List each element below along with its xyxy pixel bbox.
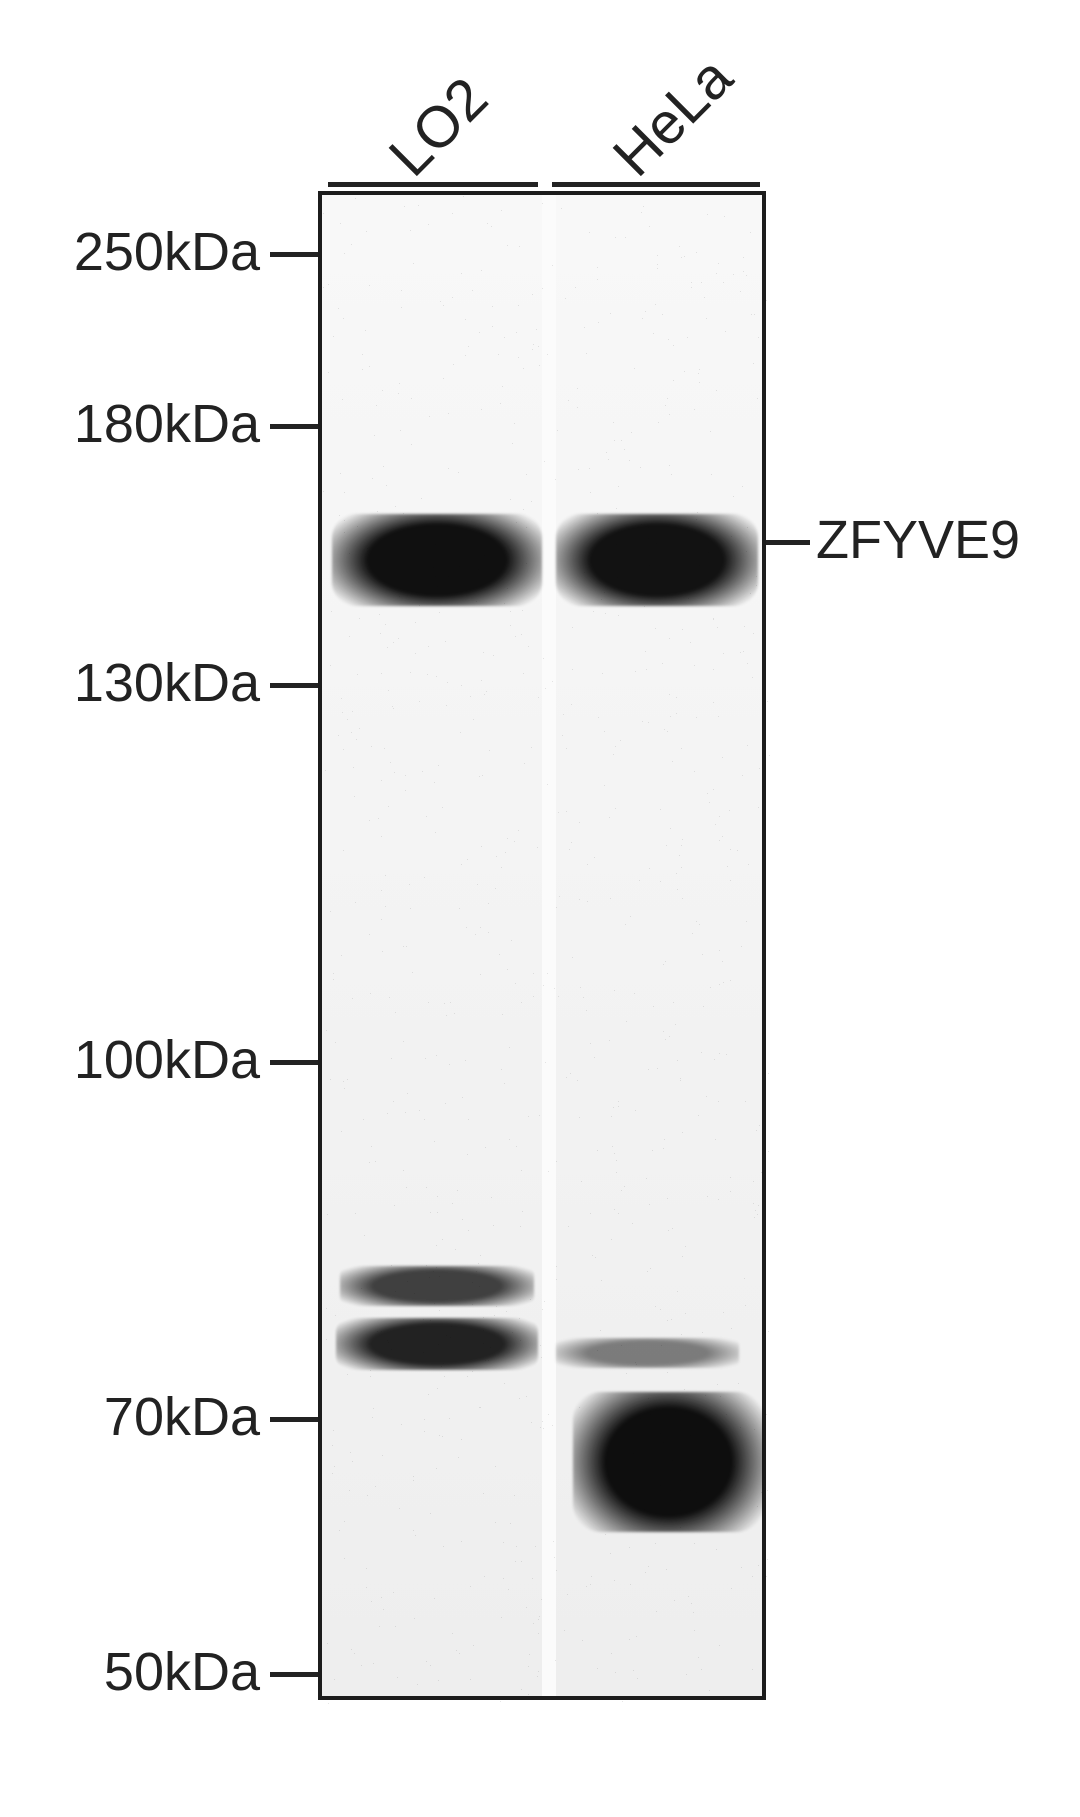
- lane-underline-hela: [552, 182, 760, 187]
- mw-marker-tick: [270, 683, 318, 688]
- blot-membrane-frame: [318, 191, 766, 1700]
- mw-marker-tick: [270, 1672, 318, 1677]
- mw-marker-tick: [270, 1060, 318, 1065]
- lane-label-hela: HeLa: [600, 44, 745, 189]
- band-lo2: [332, 514, 542, 606]
- band-hela: [573, 1392, 764, 1532]
- mw-marker-tick: [270, 424, 318, 429]
- band-lo2: [340, 1266, 533, 1306]
- band-lo2: [336, 1318, 538, 1370]
- mw-marker-label: 250kDa: [74, 221, 260, 283]
- mw-marker-label: 180kDa: [74, 393, 260, 455]
- band-hela: [556, 1338, 739, 1368]
- mw-marker-tick: [270, 1417, 318, 1422]
- lane-underline-lo2: [328, 182, 538, 187]
- mw-marker-label: 130kDa: [74, 652, 260, 714]
- mw-marker-label: 100kDa: [74, 1029, 260, 1091]
- lane-gap: [542, 195, 556, 1696]
- mw-marker-label: 70kDa: [104, 1386, 260, 1448]
- mw-marker-tick: [270, 252, 318, 257]
- western-blot-figure: LO2 HeLa 250kDa 180kDa 130kDa 100kDa 70kDa 50kD…: [0, 0, 1080, 1817]
- mw-marker-label: 50kDa: [104, 1641, 260, 1703]
- target-protein-label: ZFYVE9: [816, 509, 1020, 571]
- band-hela: [556, 514, 758, 606]
- target-tick: [766, 540, 810, 545]
- lane-label-lo2: LO2: [376, 64, 501, 189]
